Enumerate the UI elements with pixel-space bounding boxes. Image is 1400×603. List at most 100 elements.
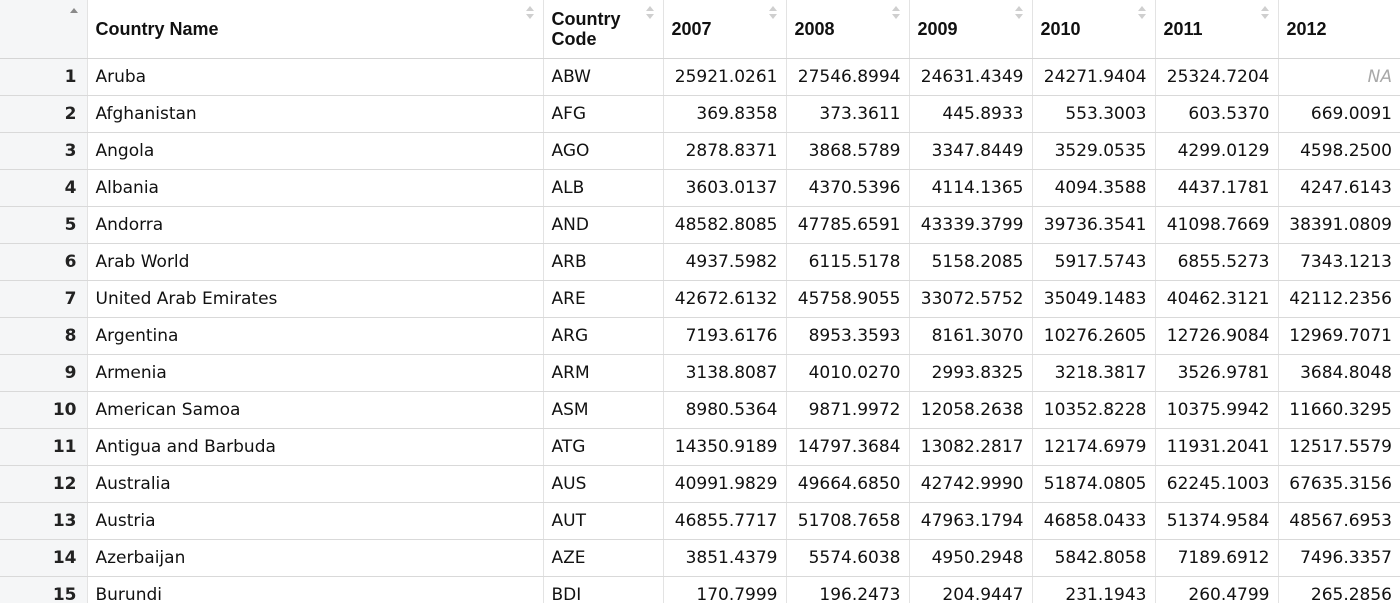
- value-cell-2010: 51874.0805: [1032, 465, 1156, 503]
- value-cell-2012: NA: [1278, 58, 1400, 96]
- country-name-cell: Aruba: [87, 58, 544, 96]
- table-row: 10 American Samoa ASM 8980.5364 9871.9972 120…: [0, 391, 1400, 429]
- header-country-name[interactable]: Country Name: [87, 0, 544, 59]
- row-number: 11: [0, 428, 88, 466]
- value-cell-2007: 46855.7717: [663, 502, 787, 540]
- value-cell-2012: 12969.7071: [1278, 317, 1400, 355]
- value-cell-2008: 45758.9055: [786, 280, 910, 318]
- country-code-cell: ARG: [543, 317, 664, 355]
- sort-arrows-icon[interactable]: [645, 6, 655, 22]
- value-cell-2012: 669.0091: [1278, 95, 1400, 133]
- header-2010[interactable]: 2010: [1032, 0, 1156, 59]
- header-row-number[interactable]: [0, 0, 88, 59]
- value-cell-2007: 40991.9829: [663, 465, 787, 503]
- value-cell-2008: 47785.6591: [786, 206, 910, 244]
- value-cell-2012: 7343.1213: [1278, 243, 1400, 281]
- table-row: 4 Albania ALB 3603.0137 4370.5396 4114.1365 40…: [0, 169, 1400, 207]
- header-2012[interactable]: 2012: [1278, 0, 1400, 59]
- country-name-cell: Argentina: [87, 317, 544, 355]
- country-name-cell: American Samoa: [87, 391, 544, 429]
- value-cell-2008: 5574.6038: [786, 539, 910, 577]
- value-cell-2011: 41098.7669: [1155, 206, 1279, 244]
- value-cell-2008: 4010.0270: [786, 354, 910, 392]
- value-cell-2011: 4437.1781: [1155, 169, 1279, 207]
- value-cell-2011: 260.4799: [1155, 576, 1279, 603]
- header-2007[interactable]: 2007: [663, 0, 787, 59]
- table-row: 14 Azerbaijan AZE 3851.4379 5574.6038 4950.29…: [0, 539, 1400, 577]
- value-cell-2008: 9871.9972: [786, 391, 910, 429]
- table-row: 3 Angola AGO 2878.8371 3868.5789 3347.8449 352…: [0, 132, 1400, 170]
- table-body: 1 Aruba ABW 25921.0261 27546.8994 24631.4349 2…: [0, 58, 1400, 603]
- country-code-cell: AUS: [543, 465, 664, 503]
- value-cell-2009: 47963.1794: [909, 502, 1033, 540]
- row-number: 6: [0, 243, 88, 281]
- country-code-cell: ALB: [543, 169, 664, 207]
- value-cell-2008: 27546.8994: [786, 58, 910, 96]
- country-name-cell: Azerbaijan: [87, 539, 544, 577]
- table-row: 9 Armenia ARM 3138.8087 4010.0270 2993.8325 32…: [0, 354, 1400, 392]
- value-cell-2010: 231.1943: [1032, 576, 1156, 603]
- table-row: 7 United Arab Emirates ARE 42672.6132 45758.…: [0, 280, 1400, 318]
- value-cell-2007: 369.8358: [663, 95, 787, 133]
- table-row: 13 Austria AUT 46855.7717 51708.7658 47963.17…: [0, 502, 1400, 540]
- row-number: 1: [0, 58, 88, 96]
- value-cell-2008: 4370.5396: [786, 169, 910, 207]
- value-cell-2007: 3138.8087: [663, 354, 787, 392]
- row-number: 14: [0, 539, 88, 577]
- row-number: 10: [0, 391, 88, 429]
- table-row: 1 Aruba ABW 25921.0261 27546.8994 24631.4349 2…: [0, 58, 1400, 96]
- row-number: 4: [0, 169, 88, 207]
- value-cell-2011: 4299.0129: [1155, 132, 1279, 170]
- header-country-code[interactable]: Country Code: [543, 0, 664, 59]
- value-cell-2012: 4247.6143: [1278, 169, 1400, 207]
- sort-arrows-icon[interactable]: [1014, 6, 1024, 22]
- country-name-cell: Albania: [87, 169, 544, 207]
- value-cell-2009: 204.9447: [909, 576, 1033, 603]
- value-cell-2010: 12174.6979: [1032, 428, 1156, 466]
- sort-arrows-icon[interactable]: [1137, 6, 1147, 22]
- row-number: 3: [0, 132, 88, 170]
- table-row: 12 Australia AUS 40991.9829 49664.6850 42742.…: [0, 465, 1400, 503]
- value-cell-2008: 49664.6850: [786, 465, 910, 503]
- value-cell-2010: 3529.0535: [1032, 132, 1156, 170]
- country-code-cell: AFG: [543, 95, 664, 133]
- value-cell-2007: 8980.5364: [663, 391, 787, 429]
- sort-arrows-icon[interactable]: [525, 6, 535, 22]
- value-cell-2010: 24271.9404: [1032, 58, 1156, 96]
- value-cell-2012: 48567.6953: [1278, 502, 1400, 540]
- sort-arrows-icon[interactable]: [1260, 6, 1270, 22]
- country-name-cell: Armenia: [87, 354, 544, 392]
- sort-arrows-icon[interactable]: [70, 8, 79, 24]
- header-2008[interactable]: 2008: [786, 0, 910, 59]
- country-name-cell: Arab World: [87, 243, 544, 281]
- sort-arrows-icon[interactable]: [768, 6, 778, 22]
- country-code-cell: BDI: [543, 576, 664, 603]
- value-cell-2009: 43339.3799: [909, 206, 1033, 244]
- sort-arrows-icon[interactable]: [891, 6, 901, 22]
- value-cell-2008: 373.3611: [786, 95, 910, 133]
- value-cell-2012: 67635.3156: [1278, 465, 1400, 503]
- header-2011[interactable]: 2011: [1155, 0, 1279, 59]
- table-row: 8 Argentina ARG 7193.6176 8953.3593 8161.3070…: [0, 317, 1400, 355]
- table-row: 2 Afghanistan AFG 369.8358 373.3611 445.8933 5…: [0, 95, 1400, 133]
- table-row: 5 Andorra AND 48582.8085 47785.6591 43339.379…: [0, 206, 1400, 244]
- country-name-cell: Antigua and Barbuda: [87, 428, 544, 466]
- value-cell-2010: 10276.2605: [1032, 317, 1156, 355]
- header-label: Country Name: [95, 19, 219, 39]
- value-cell-2008: 8953.3593: [786, 317, 910, 355]
- value-cell-2011: 10375.9942: [1155, 391, 1279, 429]
- table-row: 6 Arab World ARB 4937.5982 6115.5178 5158.208…: [0, 243, 1400, 281]
- value-cell-2007: 3851.4379: [663, 539, 787, 577]
- country-code-cell: ARB: [543, 243, 664, 281]
- country-code-cell: ASM: [543, 391, 664, 429]
- table-row: 11 Antigua and Barbuda ATG 14350.9189 14797.…: [0, 428, 1400, 466]
- row-number: 9: [0, 354, 88, 392]
- value-cell-2008: 6115.5178: [786, 243, 910, 281]
- row-number: 5: [0, 206, 88, 244]
- value-cell-2011: 12726.9084: [1155, 317, 1279, 355]
- country-name-cell: Burundi: [87, 576, 544, 603]
- header-2009[interactable]: 2009: [909, 0, 1033, 59]
- value-cell-2011: 25324.7204: [1155, 58, 1279, 96]
- value-cell-2009: 4950.2948: [909, 539, 1033, 577]
- value-cell-2011: 7189.6912: [1155, 539, 1279, 577]
